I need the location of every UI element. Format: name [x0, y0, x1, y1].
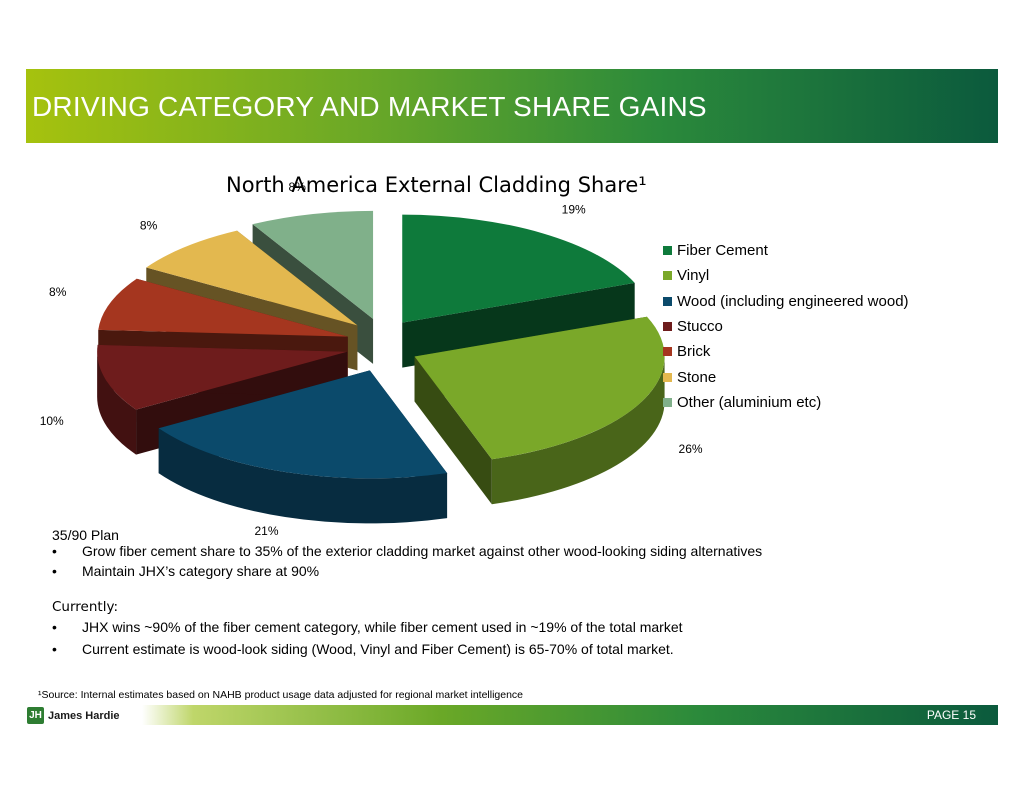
data-label: 8% — [140, 218, 158, 232]
bullet-text: Grow fiber cement share to 35% of the ex… — [82, 543, 763, 559]
legend-label: Brick — [677, 343, 711, 361]
page-number: PAGE 15 — [926, 708, 976, 722]
data-label: 8% — [49, 285, 67, 299]
bullet-dot: • — [52, 563, 57, 579]
data-label: 26% — [679, 442, 703, 456]
legend-label: Stone — [677, 368, 717, 386]
legend-swatch — [663, 322, 672, 332]
footer-bar: PAGE 15 — [142, 705, 998, 725]
title-bar: DRIVING CATEGORY AND MARKET SHARE GAINS — [26, 69, 998, 143]
slice-edge — [97, 351, 137, 455]
legend-label: Stucco — [677, 318, 723, 336]
legend-swatch — [663, 347, 672, 357]
bullet-dot: • — [52, 619, 57, 635]
legend-swatch — [663, 246, 672, 256]
pie-slice-wood — [158, 370, 448, 524]
legend-swatch — [663, 397, 672, 407]
slice-wall — [414, 356, 492, 505]
legend-label: Other (aluminium etc) — [677, 393, 822, 411]
slice-top — [402, 214, 635, 323]
legend-item-other: Other (aluminium etc) — [663, 390, 909, 415]
legend-swatch — [663, 372, 672, 382]
data-label: 21% — [254, 524, 278, 538]
slice-top — [98, 278, 348, 337]
legend-item-fiber-cement: Fiber Cement — [663, 238, 909, 263]
slice-wall — [402, 282, 635, 368]
legend-label: Vinyl — [677, 267, 710, 285]
logo-icon: JH — [27, 707, 44, 724]
legend-item-wood: Wood (including engineered wood) — [663, 289, 909, 314]
bullet-dot: • — [52, 543, 57, 559]
legend-swatch — [663, 296, 672, 306]
data-label: 8% — [289, 180, 307, 194]
pie-slice-vinyl — [414, 316, 665, 505]
slice-edge — [158, 428, 448, 524]
currently-bullet-2: • Current estimate is wood-look siding (W… — [52, 641, 674, 657]
plan-heading: 35/90 Plan — [52, 527, 119, 543]
bullet-text: Current estimate is wood-look siding (Wo… — [82, 641, 674, 657]
legend-item-stucco: Stucco — [663, 314, 909, 339]
chart-title: North America External Cladding Share¹ — [226, 173, 647, 197]
legend-item-stone: Stone — [663, 364, 909, 389]
page-title: DRIVING CATEGORY AND MARKET SHARE GAINS — [32, 91, 707, 122]
slice-top — [97, 344, 348, 410]
slice-top — [158, 370, 448, 479]
legend-label: Wood (including engineered wood) — [677, 292, 909, 310]
currently-bullet-1: • JHX wins ~90% of the fiber cement categ… — [52, 619, 683, 635]
bullet-dot: • — [52, 641, 57, 657]
pie-slice-fiber — [402, 214, 635, 368]
legend-item-vinyl: Vinyl — [663, 263, 909, 288]
legend-swatch — [663, 271, 672, 281]
logo-text: James Hardie — [48, 709, 120, 722]
plan-bullet-2: • Maintain JHX’s category share at 90% — [52, 563, 319, 579]
slice-edge — [491, 356, 665, 505]
legend-label: Fiber Cement — [677, 242, 768, 260]
slice-top — [414, 316, 665, 460]
bullet-text: Maintain JHX’s category share at 90% — [82, 563, 320, 579]
source-footnote: ¹Source: Internal estimates based on NAH… — [38, 689, 524, 701]
chart-legend: Fiber Cement Vinyl Wood (including engin… — [663, 238, 909, 415]
plan-bullet-1: • Grow fiber cement share to 35% of the e… — [52, 543, 762, 559]
legend-item-brick: Brick — [663, 339, 909, 364]
data-label: 10% — [40, 414, 64, 428]
currently-heading: Currently: — [52, 599, 119, 615]
slice-top — [146, 230, 358, 326]
data-label: 19% — [562, 203, 586, 217]
company-logo: JH James Hardie — [27, 707, 120, 724]
bullet-text: JHX wins ~90% of the fiber cement catego… — [82, 619, 683, 635]
slice-top — [252, 210, 374, 319]
